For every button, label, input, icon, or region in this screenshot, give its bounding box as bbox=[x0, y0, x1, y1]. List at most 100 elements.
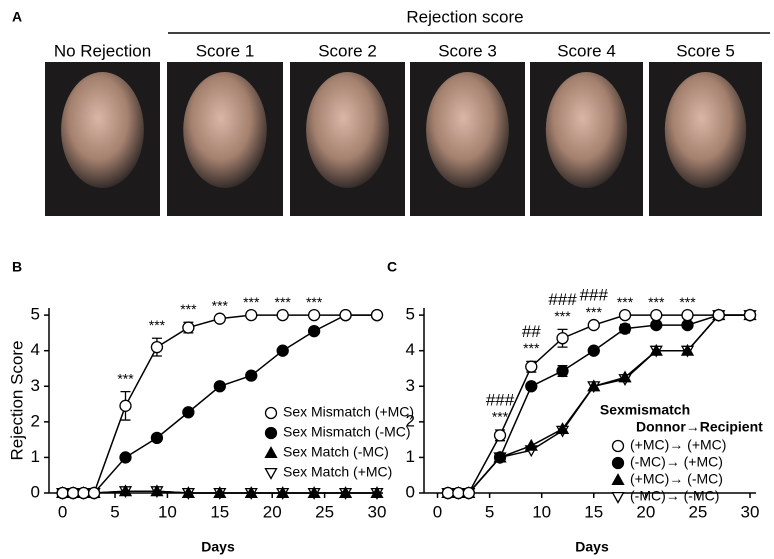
data-point bbox=[150, 431, 164, 445]
x-axis-label: Days bbox=[201, 539, 235, 555]
x-tick-label: 15 bbox=[584, 502, 603, 521]
data-point bbox=[276, 486, 290, 499]
data-point bbox=[441, 486, 455, 500]
data-point bbox=[525, 360, 538, 373]
data-point bbox=[307, 308, 321, 322]
photo-ear bbox=[545, 72, 628, 188]
y-tick-label: 4 bbox=[406, 340, 415, 359]
data-point bbox=[587, 379, 601, 392]
x-tick-label: 15 bbox=[210, 502, 229, 521]
significance-label: ### bbox=[548, 290, 577, 309]
photo-ear bbox=[426, 72, 509, 188]
x-tick-label: 10 bbox=[158, 502, 177, 521]
panel-header: Rejection score bbox=[406, 7, 523, 26]
significance-label: *** bbox=[117, 370, 134, 386]
data-point bbox=[244, 486, 258, 499]
y-tick-label: 1 bbox=[31, 447, 40, 466]
photo-caption: Score 1 bbox=[196, 41, 255, 60]
photo-ear bbox=[183, 72, 267, 188]
data-point bbox=[681, 308, 694, 322]
data-point bbox=[493, 429, 507, 442]
significance-label: *** bbox=[306, 294, 323, 310]
x-tick-label: 30 bbox=[368, 502, 387, 521]
data-point bbox=[339, 308, 352, 322]
data-point bbox=[87, 486, 101, 500]
legend-marker bbox=[264, 467, 278, 480]
significance-label: *** bbox=[648, 294, 665, 310]
data-point bbox=[618, 308, 632, 322]
legend-marker bbox=[611, 491, 625, 504]
legend-marker bbox=[611, 439, 625, 453]
legend-marker bbox=[611, 473, 625, 486]
legend-label: Sex Match (-MC) bbox=[283, 444, 389, 460]
data-point bbox=[587, 344, 600, 357]
data-point bbox=[245, 369, 258, 382]
data-point bbox=[493, 451, 507, 464]
panel-label: A bbox=[12, 9, 22, 25]
photo-caption: Score 3 bbox=[438, 41, 497, 60]
legend-label: (+MC)→ (+MC) bbox=[630, 437, 726, 453]
significance-label: ### bbox=[580, 286, 609, 305]
data-point bbox=[680, 343, 695, 356]
y-tick-label: 3 bbox=[406, 376, 415, 395]
y-tick-label: 5 bbox=[31, 305, 40, 324]
data-point bbox=[150, 340, 164, 354]
data-point bbox=[181, 486, 195, 499]
significance-label: *** bbox=[586, 304, 603, 320]
data-point bbox=[276, 344, 289, 357]
data-point bbox=[119, 451, 132, 464]
data-point bbox=[370, 308, 384, 322]
data-point bbox=[462, 486, 475, 500]
x-tick-label: 0 bbox=[58, 502, 67, 521]
significance-label: *** bbox=[180, 301, 197, 317]
data-point bbox=[618, 370, 632, 383]
significance-label: ### bbox=[486, 391, 515, 410]
significance-label: *** bbox=[523, 340, 540, 356]
data-point bbox=[245, 308, 258, 322]
legend-label: Sex Mismatch (-MC) bbox=[283, 424, 411, 440]
significance-label: *** bbox=[212, 297, 229, 313]
data-point bbox=[556, 364, 569, 378]
data-point bbox=[525, 380, 538, 393]
data-point bbox=[182, 321, 195, 334]
x-tick-label: 20 bbox=[636, 502, 655, 521]
data-point bbox=[150, 484, 164, 497]
x-tick-label: 25 bbox=[688, 502, 707, 521]
data-point bbox=[618, 322, 632, 335]
significance-label: *** bbox=[554, 308, 571, 324]
legend-label: Sex Mismatch (+MC) bbox=[283, 404, 414, 420]
data-point bbox=[338, 486, 353, 499]
legend-label: (-MC)→ (-MC) bbox=[630, 488, 719, 504]
y-tick-label: 0 bbox=[406, 482, 415, 501]
data-point bbox=[66, 486, 80, 500]
legend-marker bbox=[264, 446, 278, 459]
x-tick-label: 5 bbox=[110, 502, 119, 521]
data-point bbox=[555, 422, 570, 435]
panel-label: C bbox=[387, 259, 397, 275]
photo-caption: Score 4 bbox=[557, 41, 616, 60]
data-point bbox=[213, 312, 226, 325]
legend-title: Sexmismatch bbox=[600, 402, 690, 418]
x-tick-label: 20 bbox=[263, 502, 282, 521]
data-point bbox=[56, 486, 69, 500]
x-axis-label: Days bbox=[575, 539, 609, 555]
significance-label: *** bbox=[149, 317, 166, 333]
significance-label: *** bbox=[679, 294, 696, 310]
x-tick-label: 10 bbox=[532, 502, 551, 521]
y-tick-label: 2 bbox=[406, 411, 415, 430]
data-point bbox=[213, 486, 227, 499]
data-point bbox=[587, 318, 600, 332]
y-tick-label: 0 bbox=[31, 482, 40, 501]
data-point bbox=[118, 484, 133, 497]
x-tick-label: 5 bbox=[485, 502, 494, 521]
y-tick-label: 2 bbox=[31, 411, 40, 430]
legend-label: Sex Match (+MC) bbox=[283, 464, 392, 480]
legend-label: (+MC)→ (-MC) bbox=[630, 471, 723, 487]
y-tick-label: 3 bbox=[31, 376, 40, 395]
data-point bbox=[712, 308, 725, 322]
data-point bbox=[77, 486, 90, 500]
